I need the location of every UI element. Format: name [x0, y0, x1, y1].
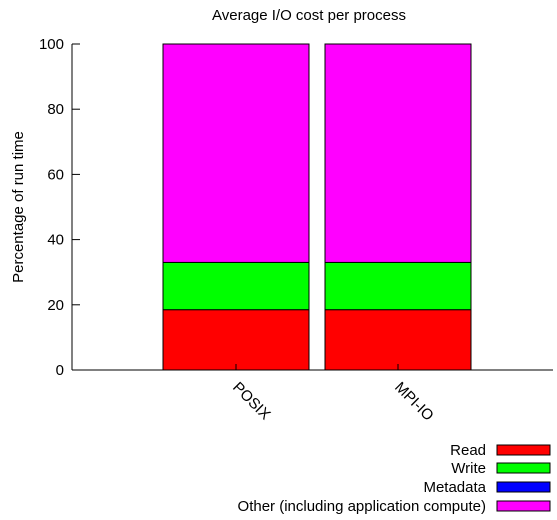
legend-label: Write	[451, 460, 486, 477]
legend-swatch	[496, 462, 551, 474]
y-tick-label: 60	[47, 166, 64, 183]
legend-label: Other (including application compute)	[238, 498, 486, 515]
bar-other-mpi-io	[324, 43, 472, 263]
legend-swatch	[496, 481, 551, 493]
y-tick-label: 100	[39, 36, 64, 53]
bar-read-mpi-io	[324, 309, 472, 371]
chart-title: Average I/O cost per process	[212, 7, 406, 24]
x-tick-label: MPI-IO	[391, 379, 437, 425]
y-tick-label: 20	[47, 297, 64, 314]
legend-swatch	[496, 500, 551, 512]
bar-write-mpi-io	[324, 261, 472, 311]
legend-label: Metadata	[423, 479, 486, 496]
legend-swatch	[496, 444, 551, 456]
y-tick-label: 80	[47, 101, 64, 118]
y-tick-label: 40	[47, 232, 64, 249]
x-tick-label: POSIX	[229, 379, 273, 423]
y-axis-label: Percentage of run time	[10, 131, 27, 283]
plot-area: 0 20 40 60 80 100 POSIX MPI-IO	[39, 36, 553, 424]
bar-write-posix	[162, 261, 310, 311]
y-tick-label: 0	[56, 362, 64, 379]
bar-other-posix	[162, 43, 310, 263]
bar-read-posix	[162, 309, 310, 371]
legend-label: Read	[450, 442, 486, 459]
